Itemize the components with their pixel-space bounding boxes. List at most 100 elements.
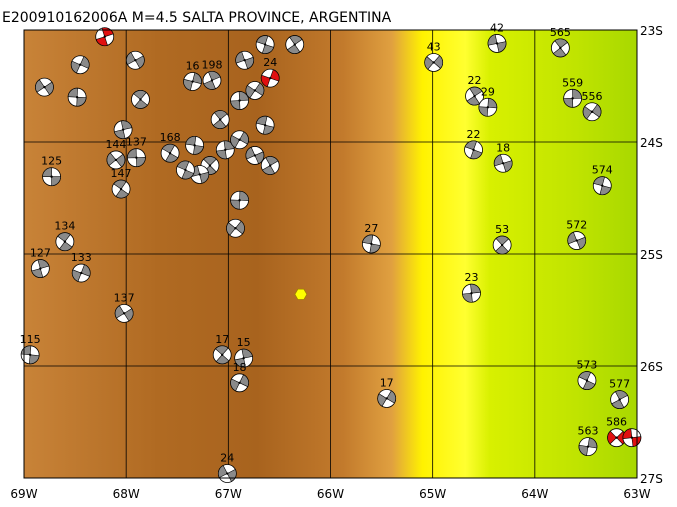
event-depth: 29	[481, 85, 495, 98]
beachball-dot	[224, 148, 227, 152]
event-depth: 127	[30, 247, 51, 260]
beachball-dot	[50, 175, 53, 178]
event-depth: 27	[364, 222, 378, 235]
beachball-dot	[39, 267, 42, 270]
beachball-dot	[226, 472, 229, 475]
focal-mechanism	[235, 50, 255, 70]
beachball-dot	[238, 199, 241, 202]
event-depth: 574	[592, 164, 613, 177]
beachball-dot	[103, 35, 106, 38]
beachball-dot	[238, 99, 241, 102]
beachball-compression	[133, 90, 148, 109]
beachball-compression	[495, 235, 510, 255]
lon-tick-label: 69W	[10, 487, 37, 501]
focal-mechanism	[245, 81, 265, 100]
focal-mechanism	[550, 38, 570, 58]
event-depth: 137	[114, 291, 135, 304]
lat-tick-label: 26S	[640, 360, 663, 374]
focal-mechanism	[71, 263, 91, 283]
beachball-dot	[575, 239, 578, 242]
focal-mechanism	[230, 373, 249, 393]
focal-mechanism	[230, 130, 249, 150]
event-depth: 559	[562, 76, 583, 89]
focal-mechanism	[255, 115, 275, 135]
beachball-compression	[71, 264, 91, 282]
beachball-dot	[75, 96, 79, 99]
beachball-compression	[126, 51, 145, 69]
beachball-dot	[590, 110, 594, 113]
focal-mechanism	[185, 135, 205, 155]
beachball-compression	[235, 51, 254, 70]
event-depth: 563	[577, 425, 598, 438]
beachball-dot	[615, 436, 618, 439]
focal-mechanism	[607, 428, 626, 448]
beachball-dot	[473, 94, 476, 98]
beachball-compression	[261, 156, 279, 175]
beachball-dot	[618, 398, 621, 401]
focal-mechanism	[563, 88, 583, 108]
beachball-compression	[42, 167, 61, 187]
beachball-compression	[234, 348, 253, 368]
lon-tick-label: 67W	[215, 487, 242, 501]
event-depth: 17	[215, 333, 229, 346]
focal-mechanism	[577, 371, 597, 390]
beachball-dot	[218, 118, 222, 121]
lat-tick-label: 25S	[640, 248, 663, 262]
beachball-dot	[78, 63, 82, 66]
beachball-dot	[486, 106, 490, 109]
beachball-compression	[611, 390, 629, 409]
focal-mechanism	[285, 35, 305, 54]
lat-tick-label: 24S	[640, 136, 663, 150]
beachball-compression	[57, 232, 73, 251]
focal-mechanism	[176, 160, 195, 180]
lon-tick-label: 66W	[317, 487, 344, 501]
beachball-dot	[630, 436, 634, 439]
beachball-dot	[221, 353, 224, 356]
lat-tick-label: 27S	[640, 472, 663, 486]
focal-mechanism	[30, 259, 50, 278]
event-depth: 24	[220, 452, 234, 465]
beachball-compression	[215, 345, 230, 365]
event-depth: 43	[427, 40, 441, 53]
focal-mechanism	[610, 390, 630, 410]
event-depth: 42	[490, 21, 504, 34]
beachball-dot	[269, 76, 272, 80]
beachball-dot	[501, 162, 505, 165]
event-depth: 556	[582, 90, 603, 103]
focal-mechanism	[106, 150, 126, 170]
focal-mechanism	[35, 77, 54, 97]
event-depth: 198	[201, 58, 222, 71]
focal-mechanism	[210, 110, 230, 129]
beachball-compression	[35, 79, 54, 96]
focal-mechanism	[260, 156, 280, 175]
focal-mechanism	[55, 232, 75, 252]
event-depth: 577	[609, 378, 630, 391]
focal-mechanism	[492, 235, 512, 255]
beachball-compression	[256, 35, 275, 54]
beachball-dot	[134, 59, 137, 62]
beachball-dot	[114, 158, 118, 162]
beachball-compression	[245, 146, 265, 165]
event-depth: 586	[606, 416, 627, 429]
beachball-compression	[622, 428, 642, 447]
event-depth: 572	[566, 219, 587, 232]
event-depth: 137	[126, 136, 147, 149]
event-depth: 24	[263, 56, 277, 69]
focal-mechanism	[582, 102, 602, 122]
lon-tick-label: 65W	[419, 487, 446, 501]
beachball-dot	[432, 61, 435, 64]
event-depth: 23	[464, 271, 478, 284]
epicenter	[294, 288, 308, 300]
focal-mechanism	[260, 68, 280, 88]
beachball-dot	[263, 43, 267, 46]
beachball-dot	[586, 445, 590, 448]
focal-mechanism	[160, 143, 180, 163]
beachball-dot	[80, 271, 83, 275]
beachball-dot	[43, 85, 46, 89]
beachball-dot	[293, 43, 296, 46]
beachball-dot	[559, 46, 562, 50]
event-depth: 133	[71, 251, 92, 264]
beachball-dot	[253, 89, 257, 92]
event-depth: 147	[111, 167, 132, 180]
beachball-compression	[563, 88, 582, 108]
